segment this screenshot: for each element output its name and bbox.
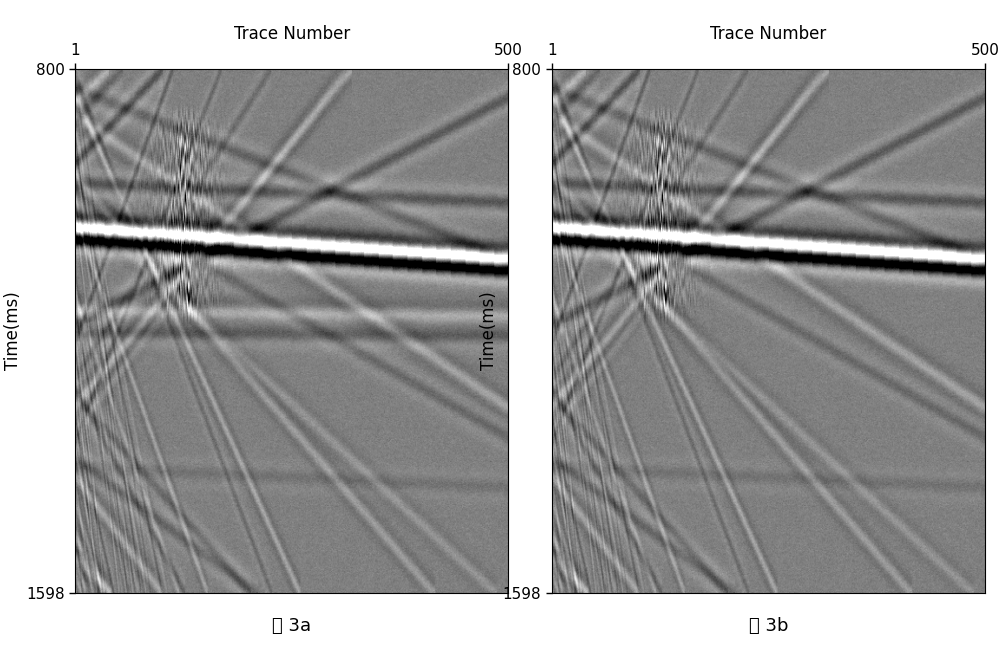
Y-axis label: Time(ms): Time(ms) (480, 291, 498, 370)
Text: 图 3a: 图 3a (272, 618, 311, 635)
X-axis label: Trace Number: Trace Number (710, 25, 826, 43)
X-axis label: Trace Number: Trace Number (234, 25, 350, 43)
Y-axis label: Time(ms): Time(ms) (4, 291, 22, 370)
Text: 图 3b: 图 3b (749, 618, 788, 635)
